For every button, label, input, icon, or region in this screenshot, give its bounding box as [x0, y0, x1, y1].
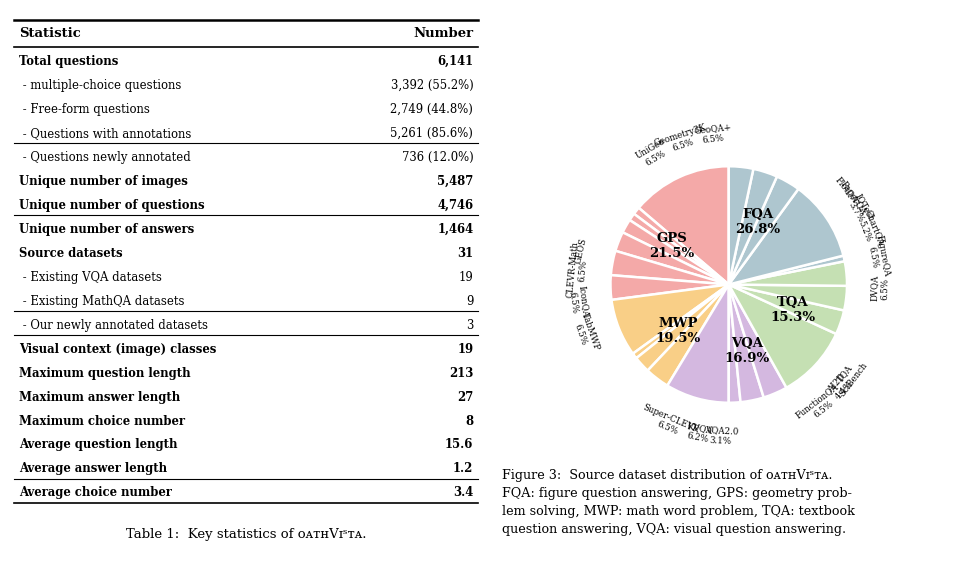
Text: 5,487: 5,487 — [437, 175, 473, 188]
Wedge shape — [728, 189, 843, 284]
Text: 4,746: 4,746 — [437, 199, 473, 212]
Text: Unique number of answers: Unique number of answers — [20, 222, 194, 236]
Text: UniGeo
6.5%: UniGeo 6.5% — [634, 137, 672, 170]
Text: 19: 19 — [458, 271, 473, 283]
Text: Unique number of images: Unique number of images — [20, 175, 188, 188]
Text: GPS
21.5%: GPS 21.5% — [649, 232, 694, 260]
Wedge shape — [728, 284, 847, 311]
Wedge shape — [630, 214, 728, 284]
Wedge shape — [615, 232, 728, 284]
Text: 3.4: 3.4 — [453, 486, 473, 500]
Wedge shape — [728, 255, 844, 284]
Text: 3,392 (55.2%): 3,392 (55.2%) — [391, 79, 473, 92]
Text: TabMWP
6.5%: TabMWP 6.5% — [570, 311, 601, 354]
Text: Maximum answer length: Maximum answer length — [20, 390, 180, 403]
Text: Maximum question length: Maximum question length — [20, 366, 191, 380]
Wedge shape — [647, 284, 728, 386]
Text: - Existing MathQA datasets: - Existing MathQA datasets — [20, 295, 184, 308]
Text: PlotQA: PlotQA — [835, 175, 860, 205]
Wedge shape — [634, 208, 728, 284]
Wedge shape — [728, 284, 837, 387]
Text: 1,464: 1,464 — [437, 222, 473, 236]
Text: IconQA
6.5%: IconQA 6.5% — [566, 285, 590, 319]
Text: Average answer length: Average answer length — [20, 463, 168, 476]
Text: FunctionQA
6.5%: FunctionQA 6.5% — [795, 382, 846, 428]
Text: VQA
16.9%: VQA 16.9% — [724, 336, 770, 365]
Text: - Questions with annotations: - Questions with annotations — [20, 127, 191, 140]
Text: Visual context (image) classes: Visual context (image) classes — [20, 343, 216, 356]
Text: TQA
SciBench: TQA SciBench — [830, 354, 870, 398]
Text: 213: 213 — [448, 366, 473, 380]
Wedge shape — [728, 284, 844, 334]
Wedge shape — [728, 284, 741, 403]
Text: Average choice number: Average choice number — [20, 486, 172, 500]
Text: IQTest
3.7%: IQTest 3.7% — [845, 192, 876, 227]
Wedge shape — [611, 251, 728, 284]
Wedge shape — [623, 220, 728, 284]
Text: Total questions: Total questions — [20, 55, 119, 68]
Text: Statistic: Statistic — [20, 27, 81, 40]
Wedge shape — [633, 284, 728, 358]
Wedge shape — [637, 284, 728, 370]
Text: Figure 3:  Source dataset distribution of ᴏᴀᴛʜVɪˢᴛᴀ.
FQA: figure question answer: Figure 3: Source dataset distribution of… — [502, 469, 855, 537]
Text: 15.6: 15.6 — [445, 439, 473, 451]
Text: Source datasets: Source datasets — [20, 247, 123, 259]
Text: KVQA
6.2%: KVQA 6.2% — [684, 420, 714, 445]
Text: DVQA
6.5%: DVQA 6.5% — [870, 275, 890, 302]
Wedge shape — [728, 261, 847, 286]
Text: FQA
26.8%: FQA 26.8% — [735, 208, 780, 236]
Wedge shape — [728, 284, 787, 398]
Text: 19: 19 — [457, 343, 473, 356]
Text: 31: 31 — [457, 247, 473, 259]
Text: 5,261 (85.6%): 5,261 (85.6%) — [390, 127, 473, 140]
Text: 2,749 (44.8%): 2,749 (44.8%) — [390, 103, 473, 116]
Text: - Free-form questions: - Free-form questions — [20, 103, 150, 116]
Text: Unique number of questions: Unique number of questions — [20, 199, 205, 212]
Text: 9: 9 — [466, 295, 473, 308]
Text: GEOS: GEOS — [574, 237, 588, 265]
Text: Super-CLEVR
6.5%: Super-CLEVR 6.5% — [638, 403, 701, 444]
Wedge shape — [611, 284, 728, 354]
Text: 27: 27 — [457, 390, 473, 403]
Text: - Existing VQA datasets: - Existing VQA datasets — [20, 271, 162, 283]
Text: AI2D
4.4%: AI2D 4.4% — [826, 372, 855, 402]
Text: 3: 3 — [466, 319, 473, 332]
Text: TQA
15.3%: TQA 15.3% — [770, 296, 815, 324]
Text: - Questions newly annotated: - Questions newly annotated — [20, 151, 191, 164]
Text: 1.2: 1.2 — [453, 463, 473, 476]
Wedge shape — [667, 284, 728, 403]
Text: Geometry3K
6.5%: Geometry3K 6.5% — [653, 123, 711, 158]
Wedge shape — [728, 176, 799, 284]
Wedge shape — [728, 169, 777, 284]
Text: - multiple-choice questions: - multiple-choice questions — [20, 79, 181, 92]
Text: Number: Number — [413, 27, 473, 40]
Text: FigureQA
6.5%: FigureQA 6.5% — [864, 234, 891, 279]
Text: Average question length: Average question length — [20, 439, 177, 451]
Text: 6,141: 6,141 — [437, 55, 473, 68]
Text: ChartQA
5.2%: ChartQA 5.2% — [854, 208, 885, 250]
Text: GeoQA+
6.5%: GeoQA+ 6.5% — [693, 122, 732, 146]
Text: 736 (12.0%): 736 (12.0%) — [402, 151, 473, 164]
Text: - Our newly annotated datasets: - Our newly annotated datasets — [20, 319, 209, 332]
Wedge shape — [728, 166, 754, 284]
Wedge shape — [610, 275, 728, 300]
Text: MWP
19.5%: MWP 19.5% — [656, 317, 701, 345]
Text: 8: 8 — [465, 414, 473, 427]
Text: Table 1:  Key statistics of ᴏᴀᴛʜVɪˢᴛᴀ.: Table 1: Key statistics of ᴏᴀᴛʜVɪˢᴛᴀ. — [126, 527, 367, 541]
Text: VQA2.0
3.1%: VQA2.0 3.1% — [704, 425, 738, 446]
Text: CLEVR-Math
6.5%: CLEVR-Math 6.5% — [566, 241, 590, 299]
Text: Maximum choice number: Maximum choice number — [20, 414, 185, 427]
Text: PaperQA: PaperQA — [838, 180, 868, 216]
Wedge shape — [728, 284, 763, 402]
Wedge shape — [639, 166, 728, 284]
